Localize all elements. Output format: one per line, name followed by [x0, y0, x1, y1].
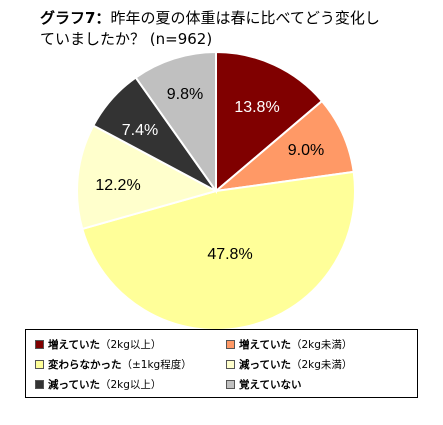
legend-item: 覚えていない [226, 375, 301, 393]
legend-label: 覚えていない [239, 377, 301, 392]
legend-label-detail: （2kg以上） [99, 338, 162, 351]
legend-label: 変わらなかった（±1kg程度） [48, 357, 192, 372]
pie-slice [81, 170, 356, 330]
legend-swatch [35, 359, 44, 369]
legend-label: 減っていた（2kg未満） [239, 357, 352, 372]
slice-data-label: 9.0% [288, 142, 324, 159]
legend-item: 増えていた（2kg未満） [226, 335, 352, 353]
chart-title-text: 昨年の夏の体重は春に比べてどう変化していましたか？ (n=962) [40, 9, 380, 48]
legend-swatch [226, 339, 235, 349]
legend-label-detail: （2kg以上） [99, 378, 162, 391]
legend-label: 減っていた（2kg以上） [48, 377, 161, 392]
slice-data-label: 47.8% [207, 246, 252, 263]
legend-item: 増えていた（2kg以上） [35, 335, 161, 353]
pie-chart: 13.8% 9.0% 47.8% 12.2% 7.4% 9.8% [76, 50, 356, 330]
legend-label: 増えていた（2kg未満） [239, 337, 352, 352]
legend-label-main: 覚えていない [239, 378, 302, 391]
legend-label-main: 減っていた [48, 378, 100, 391]
legend-swatch [226, 359, 235, 369]
slice-data-label: 7.4% [122, 122, 158, 139]
pie-slice [134, 50, 217, 195]
legend-label-detail: （2kg未満） [290, 338, 353, 351]
pie-slice [215, 50, 324, 194]
legend-label-main: 増えていた [239, 338, 291, 351]
pie-slice [76, 124, 219, 231]
legend-swatch [226, 379, 235, 389]
legend-label-main: 増えていた [48, 338, 100, 351]
legend-item: 減っていた（2kg未満） [226, 355, 352, 373]
legend-label-detail: （2kg未満） [290, 358, 353, 371]
legend-label: 増えていた（2kg以上） [48, 337, 161, 352]
legend-item: 減っていた（2kg以上） [35, 375, 161, 393]
legend-label-detail: （±1kg程度） [121, 358, 192, 371]
legend-label-main: 変わらなかった [48, 358, 122, 371]
slice-data-label: 13.8% [234, 99, 279, 116]
legend-swatch [35, 339, 44, 349]
chart-title-label: グラフ7： [40, 9, 111, 27]
legend: 増えていた（2kg以上） 増えていた（2kg未満） 変わらなかった（±1kg程度）減… [25, 329, 418, 398]
legend-swatch [35, 379, 44, 389]
pie-slice [212, 99, 355, 193]
legend-label-main: 減っていた [239, 358, 291, 371]
slice-data-label: 12.2% [95, 177, 140, 194]
legend-item: 変わらなかった（±1kg程度） [35, 355, 192, 373]
slice-data-label: 9.8% [167, 86, 203, 103]
chart-title: グラフ7：昨年の夏の体重は春に比べてどう変化していましたか？ (n=962) [40, 8, 380, 50]
